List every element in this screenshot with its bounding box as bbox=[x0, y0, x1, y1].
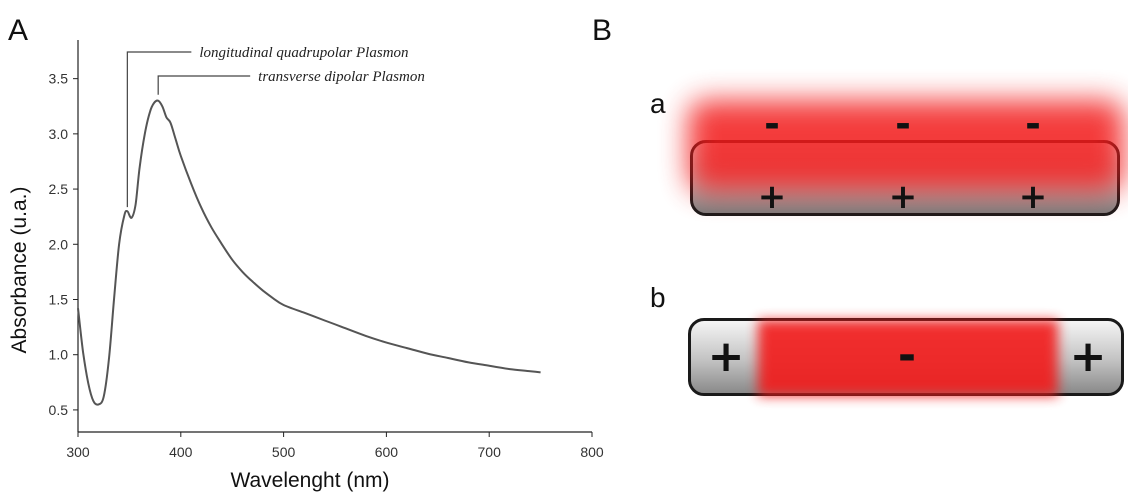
y-tick-label: 2.5 bbox=[49, 181, 69, 197]
charge-plus-2: + bbox=[888, 177, 918, 217]
x-tick-label: 700 bbox=[478, 444, 502, 460]
absorbance-curve bbox=[77, 99, 541, 406]
y-tick-label: 3.5 bbox=[49, 71, 69, 87]
y-tick-label: 0.5 bbox=[49, 402, 69, 418]
charge-plus-1: + bbox=[757, 177, 787, 217]
charge-minus-1: - bbox=[764, 102, 780, 146]
y-axis-label: Absorbance (u.a.) bbox=[8, 187, 31, 354]
diagram-label-b: b bbox=[650, 282, 666, 313]
x-tick-label: 300 bbox=[66, 444, 90, 460]
diagram-label-a: a bbox=[650, 88, 666, 119]
electron-cloud-longitudinal bbox=[758, 320, 1058, 396]
x-tick-label: 400 bbox=[169, 444, 193, 460]
x-tick-label: 600 bbox=[375, 444, 399, 460]
charge-minus-2: - bbox=[895, 102, 911, 146]
panel-label-b: B bbox=[592, 14, 613, 47]
y-tick-label: 3.0 bbox=[49, 126, 69, 142]
absorbance-chart: 300 400 500 600 700 8000.51.01.52.02.53.03.5 … bbox=[8, 40, 604, 492]
chart-annotations: longitudinal quadrupolar Plasmon transver… bbox=[126, 45, 425, 208]
annotation-leader bbox=[157, 75, 251, 95]
chart-axes bbox=[77, 40, 592, 433]
x-tick-label: 800 bbox=[580, 444, 604, 460]
chart-ticks: 300 400 500 600 700 800 0.5 1.0 1.5 2.0 2.5 3.0 3.5 bbox=[49, 71, 604, 460]
annotation-label: longitudinal quadrupolar Plasmon bbox=[199, 45, 408, 61]
panel-label-a: A bbox=[8, 14, 29, 47]
charge-minus-center: - bbox=[897, 330, 917, 381]
x-tick-label: 500 bbox=[272, 444, 296, 460]
annotation-leader bbox=[126, 51, 192, 208]
y-tick-label: 1.5 bbox=[49, 291, 69, 307]
charge-plus-3: + bbox=[1018, 177, 1048, 217]
charge-minus-3: - bbox=[1025, 102, 1041, 146]
y-tick-label: 1.0 bbox=[49, 347, 69, 363]
y-tick-label: 2.0 bbox=[49, 236, 69, 252]
charge-plus-right: + bbox=[1069, 331, 1107, 382]
charge-plus-left: + bbox=[707, 331, 745, 382]
annotation-label: transverse dipolar Plasmon bbox=[258, 69, 425, 85]
electron-cloud-transverse bbox=[688, 100, 1124, 192]
x-axis-label: Wavelenght (nm) bbox=[230, 469, 389, 492]
